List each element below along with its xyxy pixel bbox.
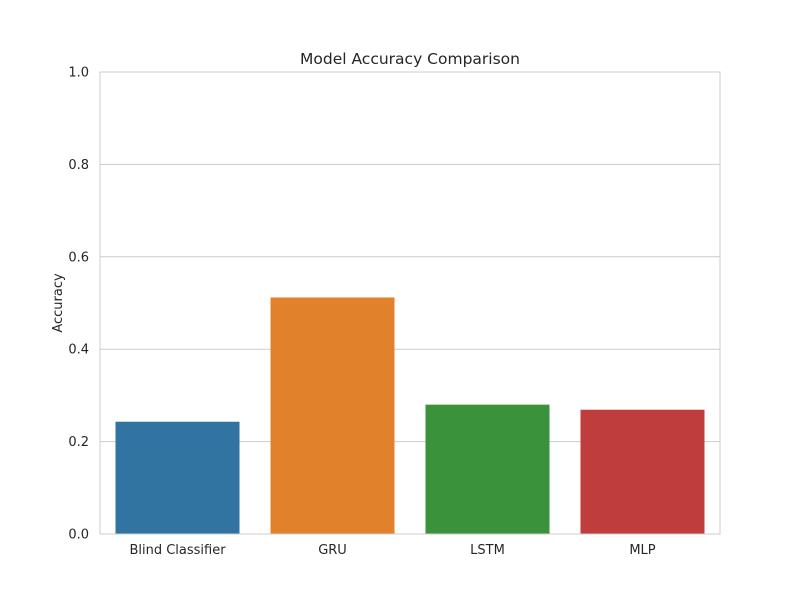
y-tick-label: 1.0 (68, 66, 89, 81)
y-axis-label: Accuracy (51, 273, 66, 333)
x-tick-label: GRU (318, 543, 347, 558)
x-tick-label: LSTM (470, 543, 505, 558)
y-tick-label: 0.6 (68, 250, 89, 265)
bar-gru (270, 297, 395, 534)
plot-frame (99, 71, 721, 535)
x-tick-label: Blind Classifier (129, 543, 226, 558)
bar-lstm (425, 404, 550, 534)
chart-title: Model Accuracy Comparison (300, 50, 520, 68)
bar-blind-classifier (115, 421, 240, 534)
y-tick-label: 0.0 (68, 528, 89, 543)
x-tick-labels: Blind Classifier GRU LSTM MLP (129, 543, 655, 558)
bars (115, 297, 705, 534)
y-tick-label: 0.2 (68, 435, 89, 450)
y-tick-label: 0.8 (68, 158, 89, 173)
x-tick-label: MLP (629, 543, 655, 558)
y-tick-label: 0.4 (68, 343, 89, 358)
bar-mlp (580, 409, 705, 534)
y-tick-labels: 0.0 0.2 0.4 0.6 0.8 1.0 (68, 66, 89, 543)
